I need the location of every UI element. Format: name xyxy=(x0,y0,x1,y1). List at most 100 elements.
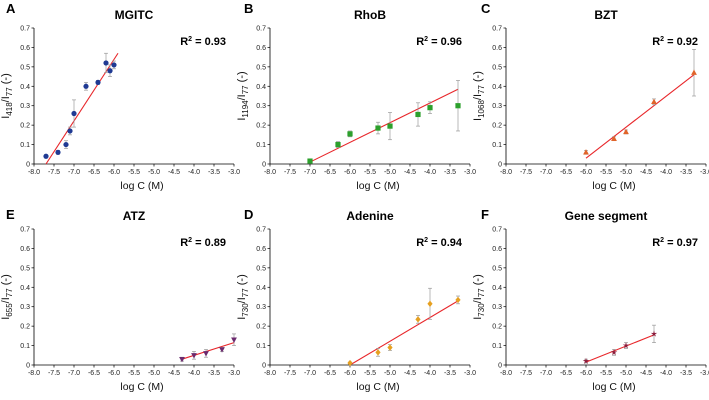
y-label-part: I xyxy=(0,116,12,119)
x-tick-label: -7.0 xyxy=(68,169,80,176)
chart-title: MGITC xyxy=(115,8,154,22)
fit-line xyxy=(585,74,695,159)
x-tick-label: -4.0 xyxy=(424,169,436,176)
x-tick-label: -5.5 xyxy=(364,169,376,176)
fit-line xyxy=(309,88,459,163)
data-point xyxy=(583,149,589,155)
data-point xyxy=(95,79,101,85)
panel-f: F Gene segment -8.0 -7.5 -7.0 -6.5 -6.0 -5.5 -5.… xyxy=(472,207,709,393)
y-label-part: I xyxy=(236,317,248,320)
x-tick-label: -8.0 xyxy=(264,169,276,176)
data-point xyxy=(71,110,77,117)
x-tick-label: -6.0 xyxy=(344,370,356,377)
x-axis-label: log C (M) xyxy=(120,180,163,192)
r-symbol: R xyxy=(652,36,660,48)
data-point xyxy=(307,158,313,164)
y-label-part: /I xyxy=(0,297,12,303)
y-tick-label: 0.2 xyxy=(492,123,502,130)
data-point xyxy=(107,68,113,74)
x-tick-label: -3.0 xyxy=(228,169,240,176)
x-tick-label: -3.0 xyxy=(700,370,709,377)
x-tick-label: -4.0 xyxy=(660,169,672,176)
x-tick-label: -3.0 xyxy=(464,370,476,377)
chart-title: Adenine xyxy=(346,209,394,223)
y-label-part: I xyxy=(472,317,484,320)
x-tick-label: -5.0 xyxy=(384,169,396,176)
fit-line xyxy=(45,52,119,165)
x-tick-label: -5.5 xyxy=(600,370,612,377)
x-tick-label: -4.0 xyxy=(188,370,200,377)
y-axis-label: I655/I77 (-) xyxy=(0,274,14,320)
panel-d: D Adenine -8.0 -7.5 -7.0 -6.5 -6.0 -5.5 -5.0 -4.5… xyxy=(236,207,476,393)
x-tick-label: -7.5 xyxy=(284,169,296,176)
r-superscript: 2 xyxy=(424,36,428,43)
y-label-part: /I xyxy=(472,94,484,100)
x-tick-label: -3.0 xyxy=(700,169,709,176)
y-tick-label: 0.7 xyxy=(20,26,30,33)
panel-b: B RhoB -8.0 -7.5 -7.0 -6.5 -6.0 -5.5 -5.0 -4.5 -4.… xyxy=(236,1,476,192)
x-tick-label: -7.5 xyxy=(48,370,60,377)
chart-title: Gene segment xyxy=(565,209,648,223)
x-axis-label: log C (M) xyxy=(592,381,635,393)
panel-a: A MGITC -8.0 -7.5 -7.0 -6.5 -6.0 -5.5 -5.0 -4.5 -4… xyxy=(0,1,240,192)
data-point xyxy=(375,349,381,356)
x-tick-label: -7.0 xyxy=(304,370,316,377)
y-tick-label: 0.2 xyxy=(256,123,266,130)
x-tick-label: -8.0 xyxy=(28,370,40,377)
x-axis-label: log C (M) xyxy=(592,180,635,192)
data-point xyxy=(415,316,421,323)
r-squared-label: R2 = 0.96 xyxy=(416,36,462,48)
data-point xyxy=(650,330,658,337)
fit-line xyxy=(585,334,655,363)
x-tick-label: -5.5 xyxy=(128,370,140,377)
data-point xyxy=(455,296,461,304)
r-symbol: R xyxy=(652,237,660,249)
x-tick-label: -4.5 xyxy=(404,370,416,377)
y-label-subscript: 1194 xyxy=(241,100,250,118)
y-tick-label: 0.5 xyxy=(20,265,30,272)
y-label-part: (-) xyxy=(0,274,12,288)
x-tick-label: -7.5 xyxy=(520,169,532,176)
x-tick-label: -7.5 xyxy=(48,169,60,176)
x-tick-label: -7.0 xyxy=(68,370,80,377)
panel-c: C BZT -8.0 -7.5 -7.0 -6.5 -6.0 -5.5 -5.0 -4.5 -4.0… xyxy=(472,1,709,192)
y-tick-label: 0.3 xyxy=(256,103,266,110)
r-superscript: 2 xyxy=(660,36,664,43)
y-label-subscript: 77 xyxy=(5,288,14,297)
data-point xyxy=(83,83,89,89)
y-label-part: (-) xyxy=(236,71,248,85)
r-value: = 0.94 xyxy=(428,237,463,249)
r-symbol: R xyxy=(416,36,424,48)
x-tick-label: -5.0 xyxy=(148,169,160,176)
x-tick-label: -6.5 xyxy=(88,169,100,176)
data-point xyxy=(651,98,657,105)
y-tick-label: 0.5 xyxy=(256,64,266,71)
data-point xyxy=(455,103,461,109)
x-tick-label: -4.5 xyxy=(168,169,180,176)
r-superscript: 2 xyxy=(660,237,664,244)
y-label-part: /I xyxy=(236,297,248,303)
data-point xyxy=(427,105,433,111)
x-axis-label: log C (M) xyxy=(120,381,163,393)
y-label-subscript: 77 xyxy=(241,288,250,297)
x-tick-label: -7.5 xyxy=(520,370,532,377)
y-tick-label: 0 xyxy=(26,363,30,370)
x-tick-label: -6.0 xyxy=(580,169,592,176)
y-tick-label: 0.1 xyxy=(256,343,266,350)
y-tick-label: 0.1 xyxy=(20,142,30,149)
data-point xyxy=(610,348,618,356)
data-point xyxy=(347,131,353,137)
panel-letter: E xyxy=(6,207,15,222)
data-point xyxy=(691,69,697,75)
panel-letter: B xyxy=(244,1,253,16)
x-tick-label: -3.0 xyxy=(228,370,240,377)
x-tick-label: -6.5 xyxy=(560,370,572,377)
y-label-part: I xyxy=(0,317,12,320)
y-tick-label: 0.4 xyxy=(256,84,266,91)
r-squared-label: R2 = 0.94 xyxy=(416,237,463,249)
y-tick-label: 0 xyxy=(498,363,502,370)
y-tick-label: 0.2 xyxy=(492,324,502,331)
y-tick-label: 0.1 xyxy=(20,343,30,350)
y-label-subscript: 730 xyxy=(241,303,250,317)
x-tick-label: -3.5 xyxy=(680,370,692,377)
